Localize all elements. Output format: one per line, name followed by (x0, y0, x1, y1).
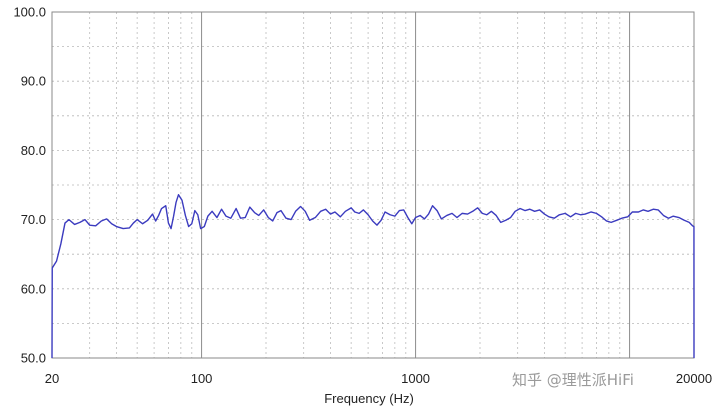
y-axis-ticks: 100.0 90.0 80.0 70.0 60.0 50.0 (13, 5, 46, 366)
watermark-text: 知乎 @理性派HiFi (512, 371, 634, 389)
plot-frame (51, 11, 695, 359)
y-tick-label: 60.0 (21, 281, 46, 296)
y-tick-label: 50.0 (21, 351, 46, 366)
grid (52, 12, 694, 358)
x-tick-label: 100 (191, 371, 213, 386)
x-tick-label: 20 (45, 371, 59, 386)
watermark: 知乎 @理性派HiFi (512, 371, 634, 389)
y-tick-label: 100.0 (13, 5, 46, 20)
y-tick-label: 80.0 (21, 143, 46, 158)
x-tick-label: 20000 (676, 371, 712, 386)
x-axis-ticks: 20 100 1000 20000 (45, 371, 712, 386)
y-tick-label: 90.0 (21, 74, 46, 89)
y-tick-label: 70.0 (21, 212, 46, 227)
x-axis-label: Frequency (Hz) (324, 391, 414, 406)
x-tick-label: 1000 (401, 371, 430, 386)
response-curve-line (51, 193, 695, 359)
